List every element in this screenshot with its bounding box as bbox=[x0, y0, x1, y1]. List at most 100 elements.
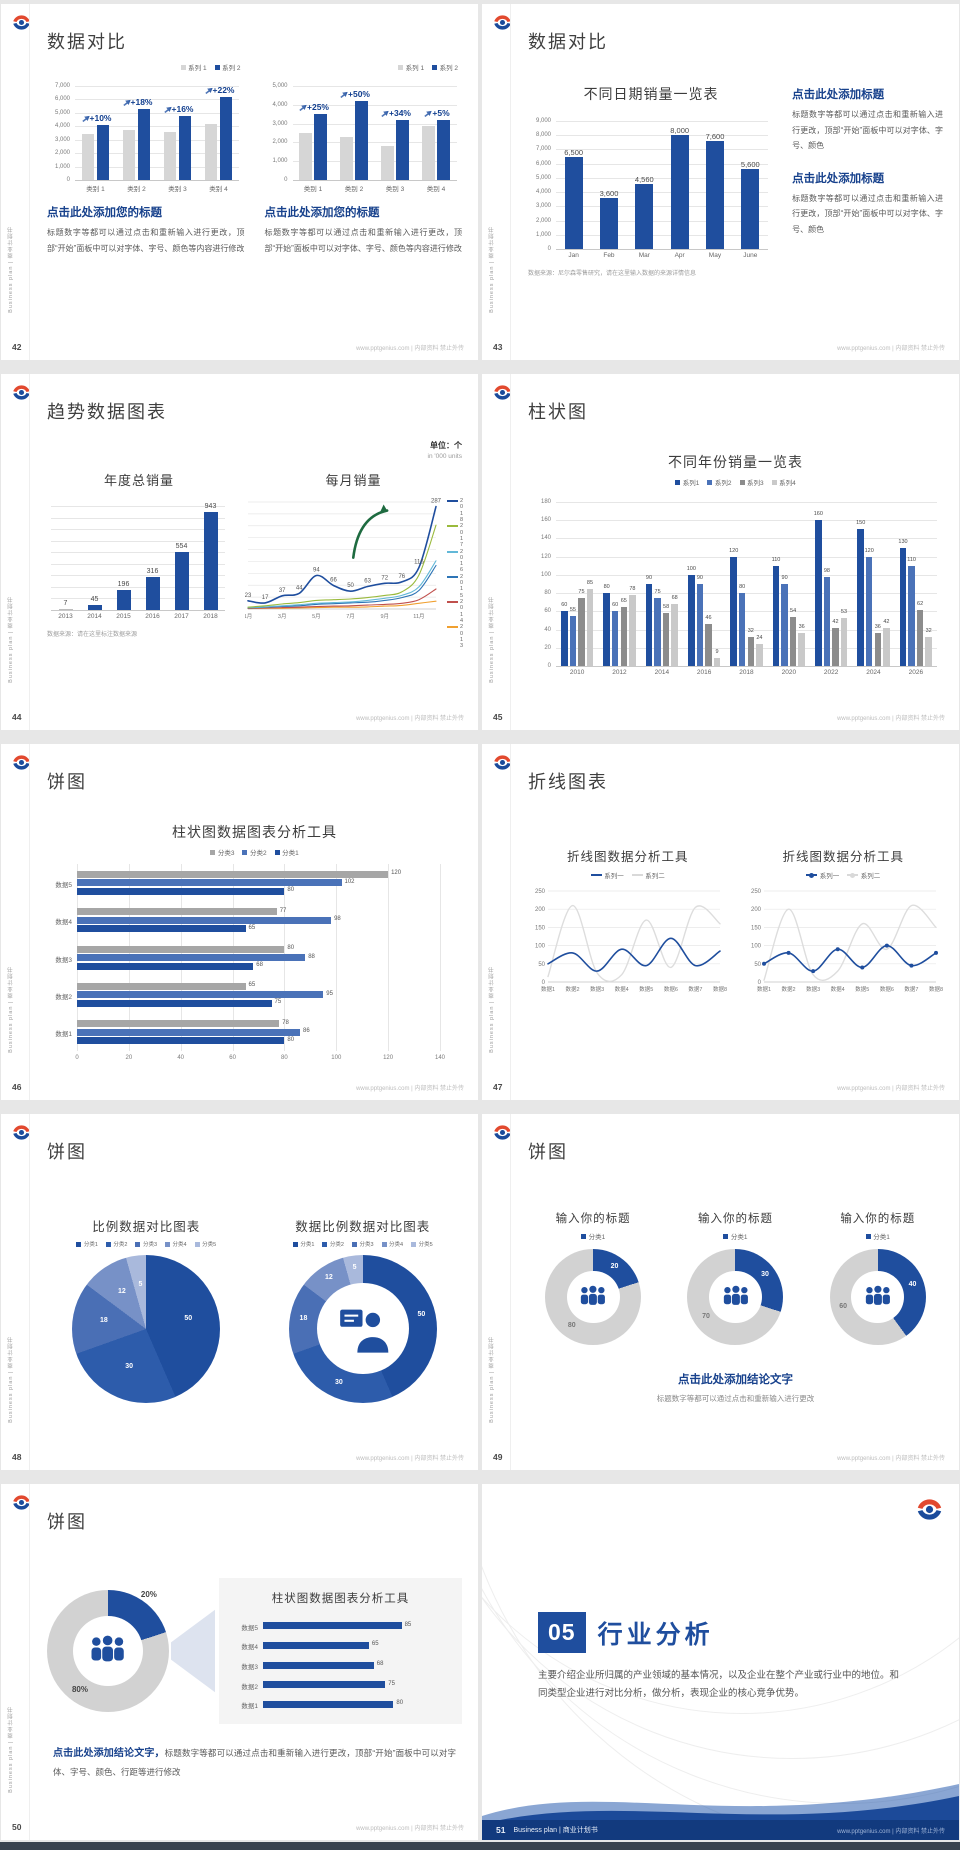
gridline bbox=[556, 520, 937, 522]
bar bbox=[381, 146, 394, 180]
bar bbox=[340, 136, 353, 180]
slide-51[interactable]: 05 行业分析 主要介绍企业所归属的产业领域的基本情况，以及企业在整个产业或行业… bbox=[482, 1484, 959, 1840]
legend-item: 分类1 bbox=[274, 847, 299, 857]
legend-item: 分类2 bbox=[322, 1240, 344, 1248]
data-source-note: 数据来源：尼尔森零售研究，请在这里输入数据的来源详情信息 bbox=[528, 271, 697, 277]
legend-swatch bbox=[447, 626, 458, 629]
gridline bbox=[556, 611, 937, 613]
slide-42[interactable]: Business plan | 商业计划书 数据对比 系列 1 系列 2 7,00… bbox=[1, 4, 478, 360]
gridline bbox=[556, 163, 768, 165]
section-description: 主要介绍企业所归属的产业领域的基本情况，以及企业在整个产业或行业中的地位。和同类… bbox=[538, 1670, 900, 1699]
slide-45[interactable]: Business plan | 商业计划书 柱状图 不同年份销量一览表 系列1 系… bbox=[482, 374, 959, 730]
page-number: 47 bbox=[493, 1082, 503, 1092]
unit-label: 单位：个 bbox=[430, 441, 462, 450]
gridline bbox=[51, 517, 225, 519]
value-label: 90 bbox=[781, 575, 788, 581]
bar bbox=[203, 511, 218, 610]
x-tick-label: 120 bbox=[383, 1055, 394, 1061]
gridline bbox=[556, 206, 768, 208]
legend-swatch bbox=[447, 575, 458, 578]
bar bbox=[77, 1020, 280, 1028]
category-label: 类别 2 bbox=[127, 186, 146, 193]
rail-divider bbox=[29, 374, 30, 730]
donut-chart: 20 80 bbox=[545, 1249, 642, 1345]
legend-swatch bbox=[165, 1241, 171, 1247]
value-label: 62 bbox=[917, 600, 924, 607]
slide-44[interactable]: Business plan | 商业计划书 趋势数据图表 单位：个 in '00… bbox=[1, 374, 478, 730]
bar bbox=[77, 887, 285, 895]
bar bbox=[706, 140, 724, 249]
gridline bbox=[388, 864, 390, 1051]
slice-label: 18 bbox=[99, 1317, 108, 1325]
value-label: 90 bbox=[645, 575, 653, 581]
bar bbox=[263, 1681, 386, 1689]
brand-logo-graphic bbox=[12, 13, 31, 32]
bar bbox=[772, 565, 780, 666]
brand-logo bbox=[916, 1496, 943, 1523]
legend-item: 系列一 bbox=[590, 870, 624, 880]
page-number: 50 bbox=[12, 1822, 22, 1832]
footer-watermark: www.pptgenius.com | 内部资料 禁止外传 bbox=[356, 716, 464, 722]
slide-49[interactable]: Business plan | 商业计划书 饼图 输入你的标题 分类1 20 80… bbox=[482, 1114, 959, 1470]
conclusion-block: 点击此处添加结论文字 标题数字等都可以通过点击和重新输入进行更改 bbox=[528, 1371, 943, 1404]
block-body: 标题数字等都可以通过点击和重新输入进行更改，顶部“开始”面板中可以对字体、字号、… bbox=[792, 110, 943, 151]
pie-hole bbox=[316, 1282, 409, 1375]
legend-swatch bbox=[806, 872, 818, 878]
donut-block: 数据比例数据对比图表 分类1 分类2 分类3 分类4 分类5 50 30 18 12 5 bbox=[264, 1216, 463, 1403]
slide-46[interactable]: Business plan | 商业计划书 饼图 柱状图数据图表分析工具 分类3… bbox=[1, 744, 478, 1100]
footer-watermark: www.pptgenius.com | 内部资料 禁止外传 bbox=[837, 346, 945, 352]
panel-title: 柱状图数据图表分析工具 bbox=[271, 1593, 410, 1605]
legend-label: 分类5 bbox=[202, 1242, 217, 1248]
value-label: 75 bbox=[274, 999, 282, 1006]
value-label: 42 bbox=[883, 618, 890, 625]
bar bbox=[874, 633, 882, 666]
slide-title: 饼图 bbox=[47, 772, 87, 792]
legend-label: 分类2 bbox=[113, 1242, 128, 1248]
x-tick-label: 0 bbox=[75, 1055, 79, 1061]
gridline bbox=[556, 593, 937, 595]
value-label: 160 bbox=[813, 511, 823, 518]
annotation: +10% bbox=[67, 112, 124, 123]
legend-item: 分类1 bbox=[865, 1231, 890, 1241]
rail-divider bbox=[510, 1114, 511, 1470]
slide-48[interactable]: Business plan | 商业计划书 饼图 比例数据对比图表 分类1 分类2… bbox=[1, 1114, 478, 1470]
bar bbox=[137, 108, 151, 180]
legend-item: 分类3 bbox=[135, 1240, 157, 1248]
svg-text:250: 250 bbox=[750, 889, 761, 895]
value-label: 8,000 bbox=[670, 126, 690, 136]
legend-label: 系列一 bbox=[819, 873, 840, 880]
gridline bbox=[51, 575, 225, 577]
slide-47[interactable]: Business plan | 商业计划书 折线图表 折线图数据分析工具 系列一… bbox=[482, 744, 959, 1100]
bar bbox=[116, 589, 131, 610]
value-label: 36 bbox=[798, 624, 805, 631]
block-heading: 点击此处添加标题 bbox=[792, 89, 885, 101]
gridline bbox=[75, 153, 239, 155]
bar bbox=[77, 916, 332, 924]
slide-43[interactable]: Business plan | 商业计划书 数据对比 不同日期销量一览表 9,0… bbox=[482, 4, 959, 360]
brand-logo-graphic bbox=[493, 753, 512, 772]
svg-text:数据6: 数据6 bbox=[879, 985, 893, 993]
value-label: 45 bbox=[90, 596, 99, 604]
value-label: 68 bbox=[671, 595, 678, 601]
slide-50[interactable]: Business plan | 商业计划书 饼图 20% 80% 柱状图数据图表分… bbox=[1, 1484, 478, 1840]
category-label: 类别 3 bbox=[385, 186, 405, 193]
slice-label: 80% bbox=[71, 1684, 88, 1694]
chart-legend: 系列 1 系列 2 bbox=[47, 62, 245, 72]
value-label: 80 bbox=[287, 945, 295, 951]
chart-title: 不同日期销量一览表 bbox=[583, 86, 719, 102]
gridline bbox=[556, 502, 937, 503]
bar bbox=[299, 133, 312, 180]
row-label: 数据1 bbox=[241, 1703, 258, 1711]
value-label: 4,560 bbox=[634, 175, 654, 185]
svg-text:50: 50 bbox=[538, 962, 545, 968]
donut-block-3: 输入你的标题 分类1 40 60 bbox=[813, 1210, 943, 1345]
slice-label: 18 bbox=[299, 1314, 308, 1322]
y-tick-label: 7,000 bbox=[535, 146, 551, 153]
svg-text:66: 66 bbox=[330, 577, 337, 583]
value-label: 100 bbox=[686, 565, 696, 572]
unit-label-en: in '000 units bbox=[427, 453, 463, 460]
gridline bbox=[556, 177, 768, 179]
donut-chart: 20% 80% bbox=[47, 1590, 169, 1712]
